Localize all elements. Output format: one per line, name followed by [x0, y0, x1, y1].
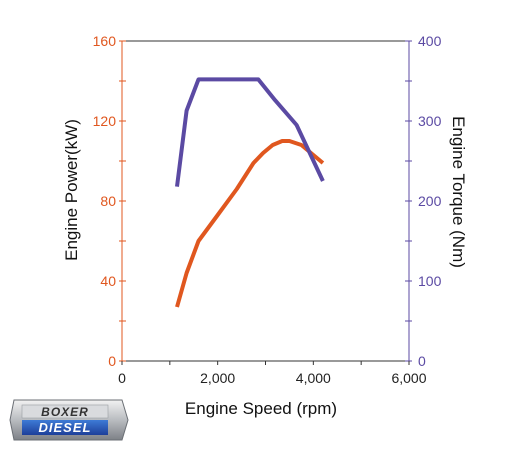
right-tick-label: 0: [418, 353, 426, 369]
boxer-diesel-logo: BOXER DIESEL: [9, 399, 129, 441]
left-tick-label: 120: [93, 113, 117, 129]
right-tick-label: 400: [418, 33, 442, 49]
right-tick-label: 300: [418, 113, 442, 129]
left-tick-label: 40: [100, 273, 116, 289]
x-tick-label: 0: [118, 370, 126, 386]
right-axis-title: Engine Torque (Nm): [449, 116, 468, 268]
left-tick-label: 160: [93, 33, 117, 49]
left-tick-label: 80: [100, 193, 116, 209]
x-tick-label: 6,000: [391, 370, 426, 386]
logo-line-2: DIESEL: [39, 420, 92, 435]
tick-labels: 0 40 80 120 160 0 100 200 300 400 0 2,000 4,000 6,000: [93, 33, 442, 386]
right-tick-label: 100: [418, 273, 442, 289]
x-tick-label: 4,000: [296, 370, 331, 386]
x-tick-label: 2,000: [200, 370, 235, 386]
x-axis-title: Engine Speed (rpm): [185, 399, 337, 418]
left-tick-label: 0: [108, 353, 116, 369]
logo-line-1: BOXER: [41, 405, 89, 419]
power-line: [175, 139, 325, 308]
torque-line: [175, 77, 325, 187]
left-axis-title: Engine Power(kW): [62, 119, 81, 261]
right-tick-label: 200: [418, 193, 442, 209]
series-lines: [175, 77, 325, 308]
tick-marks: [119, 40, 412, 365]
